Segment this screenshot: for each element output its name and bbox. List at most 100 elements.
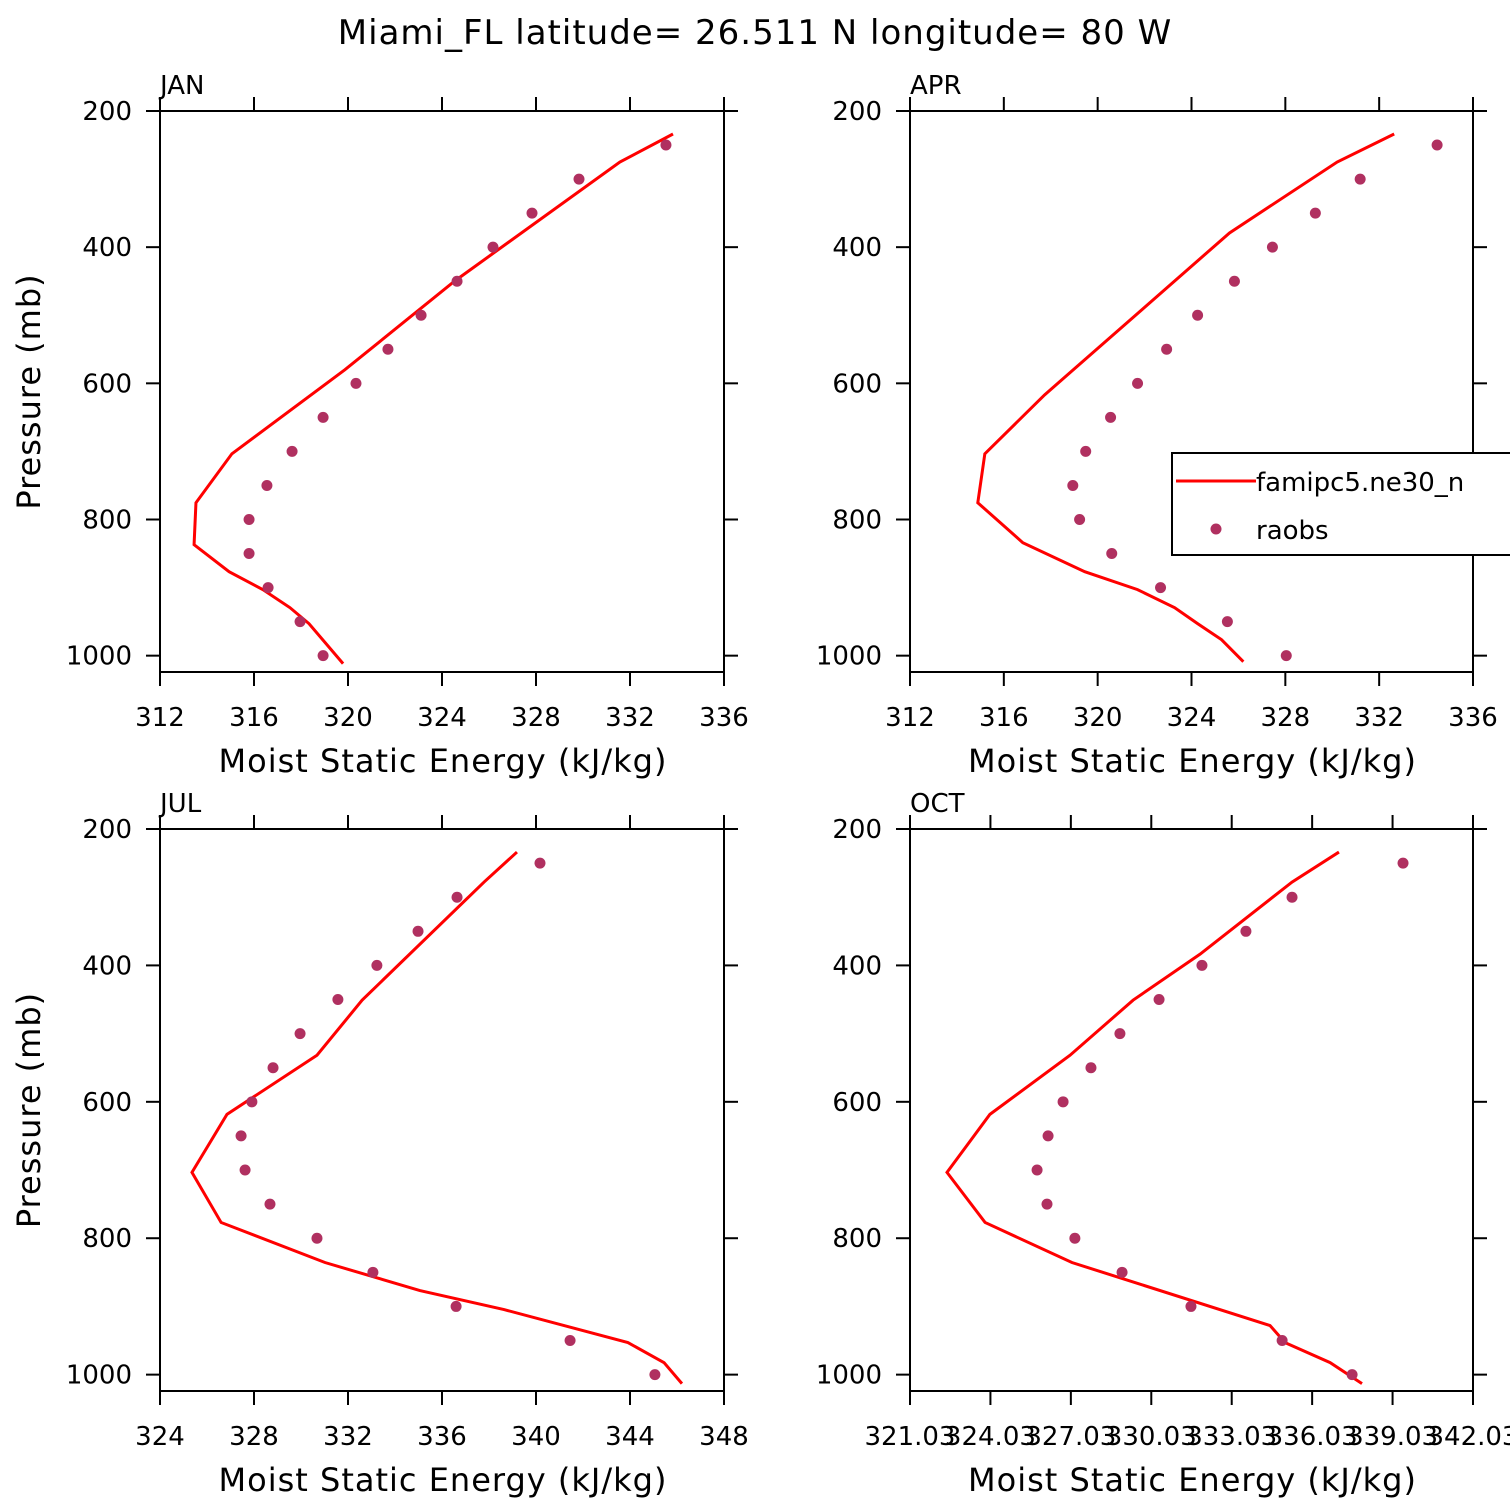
obs-dot	[412, 925, 424, 937]
obs-dot	[1276, 1335, 1288, 1347]
obs-dot	[1192, 309, 1204, 321]
x-axis-label: Moist Static Energy (kJ/kg)	[219, 1461, 668, 1499]
obs-dot	[262, 582, 274, 594]
x-tick-label: 324	[1167, 703, 1217, 733]
obs-dot	[311, 1232, 323, 1244]
y-tick-label: 600	[82, 1088, 132, 1118]
y-tick-label: 600	[832, 1088, 882, 1118]
y-tick-label: 400	[82, 951, 132, 981]
obs-dot	[1196, 959, 1208, 971]
panel: 200 400 600 800 1000 312 316 320 324 328 332 336 JAN…	[10, 71, 749, 780]
y-tick-label: 800	[82, 505, 132, 535]
x-tick-label: 324	[135, 1422, 185, 1452]
y-tick-label: 1000	[66, 1361, 132, 1391]
y-tick-label: 200	[82, 97, 132, 127]
obs-dot	[1397, 857, 1409, 869]
x-tick-label: 348	[699, 1422, 749, 1452]
obs-dot	[1132, 377, 1144, 389]
legend-label: famipc5.ne30_n	[1256, 468, 1464, 498]
y-tick-label: 600	[82, 369, 132, 399]
x-tick-label: 328	[1261, 703, 1311, 733]
x-tick-label: 327.03	[1025, 1422, 1116, 1452]
obs-dot	[534, 857, 546, 869]
x-tick-label: 336	[1448, 703, 1498, 733]
model-line	[192, 132, 674, 665]
legend-box	[1171, 452, 1510, 556]
legend-label: raobs	[1256, 516, 1329, 546]
obs-dot	[261, 479, 273, 491]
obs-dot	[1106, 548, 1118, 560]
y-tick-label: 400	[82, 233, 132, 263]
x-tick-label: 316	[979, 703, 1029, 733]
x-tick-label: 328	[229, 1422, 279, 1452]
obs-dot	[286, 445, 298, 457]
panel: 200 400 600 800 1000 324 328 332 336 340 344 348 JUL…	[10, 789, 749, 1499]
obs-dot	[415, 309, 427, 321]
y-tick-label: 800	[82, 1224, 132, 1254]
panel: 200 400 600 800 1000 312 316 320 324 328 332 336 APR…	[816, 71, 1510, 780]
obs-dot	[1346, 1369, 1358, 1381]
obs-dot	[294, 616, 306, 628]
x-tick-label: 342.03	[1428, 1422, 1510, 1452]
x-tick-label: 320	[323, 703, 373, 733]
panel-title: APR	[910, 71, 962, 101]
x-tick-label: 320	[1073, 703, 1123, 733]
obs-dot	[267, 1062, 279, 1074]
plot-frame	[159, 828, 725, 1392]
obs-dot	[1153, 994, 1165, 1006]
model-line	[190, 850, 684, 1385]
obs-dot	[367, 1266, 379, 1278]
x-tick-label: 321.03	[865, 1422, 956, 1452]
x-tick-label: 333.03	[1186, 1422, 1277, 1452]
obs-dot	[1354, 173, 1366, 185]
x-tick-label: 336	[417, 1422, 467, 1452]
x-axis-label: Moist Static Energy (kJ/kg)	[968, 1461, 1417, 1499]
obs-dot	[1221, 616, 1233, 628]
y-tick-label: 200	[82, 815, 132, 845]
obs-dot	[350, 377, 362, 389]
obs-dot	[1280, 650, 1292, 662]
obs-dot	[1057, 1096, 1069, 1108]
obs-dot	[294, 1028, 306, 1040]
x-axis-label: Moist Static Energy (kJ/kg)	[219, 742, 668, 780]
x-tick-label: 344	[605, 1422, 655, 1452]
panel: 200 400 600 800 1000 321.03324.03327.03330.03…	[816, 789, 1510, 1499]
obs-dot	[451, 275, 463, 287]
obs-dot	[317, 650, 329, 662]
obs-dot	[264, 1198, 276, 1210]
y-tick-label: 600	[832, 369, 882, 399]
obs-dot	[1185, 1300, 1197, 1312]
y-tick-label: 1000	[816, 1361, 882, 1391]
obs-dot	[371, 959, 383, 971]
obs-dot	[1266, 241, 1278, 253]
x-tick-label: 336.03	[1267, 1422, 1358, 1452]
model-line	[976, 132, 1395, 663]
y-tick-label: 200	[832, 815, 882, 845]
obs-dot	[1080, 445, 1092, 457]
x-tick-label: 332	[1354, 703, 1404, 733]
obs-dot	[1041, 1198, 1053, 1210]
obs-dot	[487, 241, 499, 253]
obs-dot	[1042, 1130, 1054, 1142]
obs-dot	[526, 207, 538, 219]
x-tick-label: 312	[885, 703, 935, 733]
y-tick-label: 400	[832, 951, 882, 981]
obs-dot	[1114, 1028, 1126, 1040]
y-axis-label: Pressure (mb)	[10, 273, 48, 509]
x-tick-label: 332	[323, 1422, 373, 1452]
obs-dot	[1074, 513, 1086, 525]
y-tick-label: 800	[832, 1224, 882, 1254]
x-axis-label: Moist Static Energy (kJ/kg)	[968, 742, 1417, 780]
obs-dot	[649, 1369, 661, 1381]
plot-frame	[909, 828, 1474, 1392]
y-tick-label: 200	[832, 97, 882, 127]
obs-dot	[1240, 925, 1252, 937]
plot-frame	[159, 110, 725, 673]
x-tick-label: 324.03	[945, 1422, 1036, 1452]
y-axis-label: Pressure (mb)	[10, 992, 48, 1228]
x-tick-label: 336	[699, 703, 749, 733]
obs-dot	[1069, 1232, 1081, 1244]
y-tick-label: 400	[832, 233, 882, 263]
obs-dot	[451, 891, 463, 903]
